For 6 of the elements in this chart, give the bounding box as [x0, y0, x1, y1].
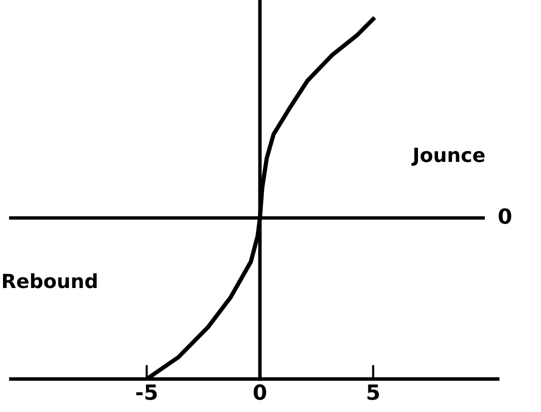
- ref-line-label: 0: [498, 208, 512, 224]
- x-tick-label: -5: [136, 384, 157, 400]
- x-tick-label: 5: [368, 384, 379, 400]
- x-tick-label: 0: [254, 384, 266, 400]
- annotation: Rebound: [3, 273, 97, 288]
- annotation: Jounce: [411, 148, 485, 166]
